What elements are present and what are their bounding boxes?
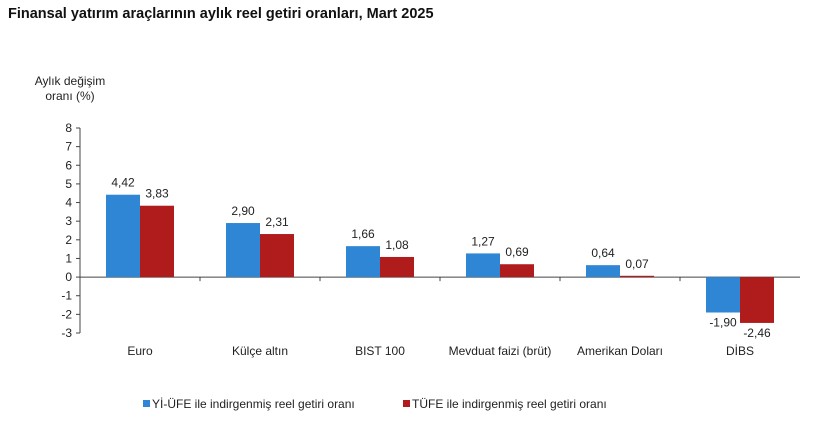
- data-label: 4,42: [111, 176, 135, 190]
- y-tick-label: -3: [61, 326, 72, 340]
- bar-tufe: [500, 264, 534, 278]
- y-tick-label: 4: [65, 196, 72, 210]
- x-tick-label: DİBS: [726, 344, 754, 358]
- x-tick-label: Euro: [127, 344, 153, 358]
- data-label: -2,46: [743, 326, 771, 340]
- y-tick-label: 1: [65, 251, 72, 265]
- bar-tufe: [380, 256, 414, 278]
- y-tick-label: 7: [65, 140, 72, 154]
- y-tick-label: 3: [65, 214, 72, 228]
- y-tick-label: -1: [61, 289, 72, 303]
- data-label: -1,90: [709, 316, 737, 330]
- data-label: 1,66: [351, 227, 375, 241]
- bar-tufe: [260, 234, 294, 278]
- bar-yiufe: [226, 223, 260, 278]
- bar-yiufe: [466, 253, 500, 278]
- bar-yiufe: [346, 246, 380, 278]
- data-label: 1,08: [385, 238, 409, 252]
- y-tick-label: 5: [65, 177, 72, 191]
- x-tick-label: Amerikan Doları: [577, 344, 663, 358]
- legend-label: Yİ-ÜFE ile indirgenmiş reel getiri oranı: [152, 397, 355, 411]
- y-tick-label: 8: [65, 121, 72, 135]
- x-tick-label: Mevduat faizi (brüt): [449, 344, 552, 358]
- bar-tufe: [140, 205, 174, 278]
- legend-swatch: [403, 400, 410, 407]
- bar-yiufe: [706, 277, 740, 313]
- legend-swatch: [143, 400, 150, 407]
- data-label: 1,27: [471, 234, 495, 248]
- y-tick-label: 0: [65, 270, 72, 284]
- bar-tufe: [620, 275, 654, 278]
- data-label: 3,83: [145, 187, 169, 201]
- data-label: 2,31: [265, 215, 289, 229]
- data-label: 0,07: [625, 257, 649, 271]
- x-tick-label: BIST 100: [355, 344, 405, 358]
- y-tick-label: -2: [61, 307, 72, 321]
- data-label: 0,69: [505, 245, 529, 259]
- bar-yiufe: [106, 194, 140, 278]
- bar-yiufe: [586, 265, 620, 278]
- legend-label: TÜFE ile indirgenmiş reel getiri oranı: [412, 397, 607, 411]
- y-tick-label: 6: [65, 158, 72, 172]
- data-label: 2,90: [231, 204, 255, 218]
- data-label: 0,64: [591, 246, 615, 260]
- bar-tufe: [740, 277, 774, 323]
- chart-title: Finansal yatırım araçlarının aylık reel …: [8, 6, 434, 22]
- y-axis-label: Aylık değişim: [35, 74, 105, 88]
- x-tick-label: Külçe altın: [232, 344, 288, 358]
- y-axis-label: oranı (%): [45, 89, 94, 103]
- y-tick-label: 2: [65, 233, 72, 247]
